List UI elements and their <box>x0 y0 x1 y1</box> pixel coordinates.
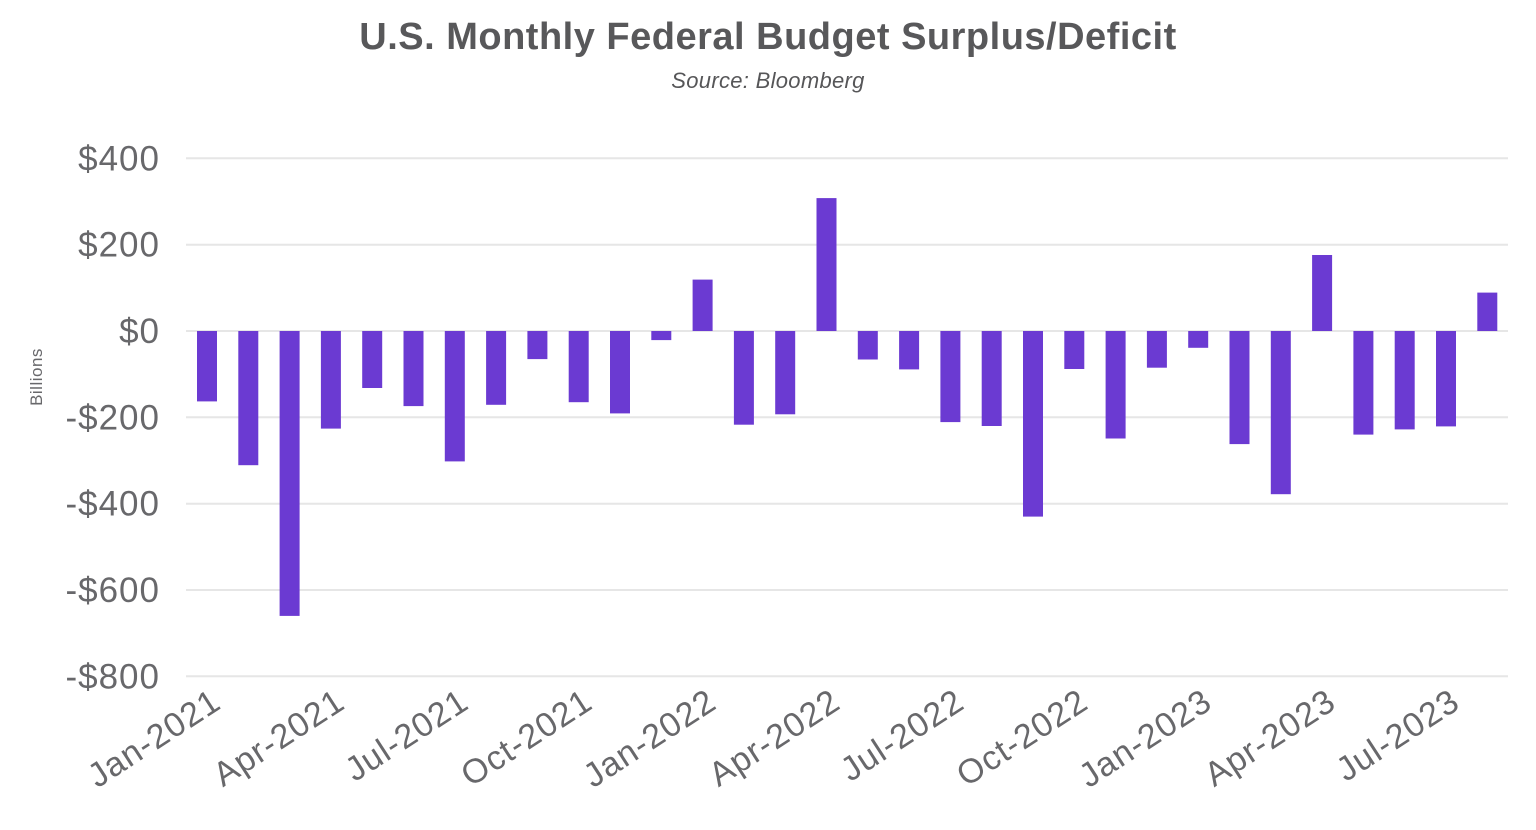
y-tick-label-$400: $400 <box>78 139 160 178</box>
chart-title: U.S. Monthly Federal Budget Surplus/Defi… <box>359 16 1177 58</box>
bar-Mar-2021 <box>279 331 300 616</box>
bar-Feb-2022 <box>733 331 754 425</box>
bar-May-2022 <box>857 331 878 360</box>
x-tick-label-Jan-2023: Jan-2023 <box>1072 682 1218 795</box>
bar-Feb-2023 <box>1229 331 1250 445</box>
bar-Dec-2022 <box>1146 331 1167 368</box>
bar-Nov-2021 <box>610 331 630 414</box>
bar-Nov-2022 <box>1105 331 1126 439</box>
bar-Jan-2022 <box>692 279 713 331</box>
bar-Aug-2022 <box>981 331 1002 426</box>
y-tick-label--$400: -$400 <box>65 485 160 524</box>
bar-May-2023 <box>1353 331 1374 435</box>
x-tick-label-Jan-2021: Jan-2021 <box>81 682 227 795</box>
x-tick-label-Jul-2021: Jul-2021 <box>338 682 475 789</box>
bar-Jan-2021 <box>197 331 217 402</box>
chart-subtitle: Source: Bloomberg <box>671 68 865 93</box>
y-tick-label--$800: -$800 <box>65 657 160 696</box>
bar-Sep-2022 <box>1023 331 1043 517</box>
x-tick-label-Jan-2022: Jan-2022 <box>577 682 723 795</box>
bar-Apr-2021 <box>320 331 341 429</box>
x-tick-label-Jul-2023: Jul-2023 <box>1330 682 1467 789</box>
bar-May-2021 <box>362 331 383 388</box>
bar-Apr-2023 <box>1312 255 1333 331</box>
x-tick-label-Oct-2022: Oct-2022 <box>950 682 1095 794</box>
bar-Oct-2022 <box>1064 331 1085 369</box>
bar-Jun-2021 <box>403 331 424 407</box>
bar-Mar-2023 <box>1270 331 1291 495</box>
x-tick-label-Apr-2023: Apr-2023 <box>1198 682 1343 794</box>
bar-Dec-2021 <box>651 331 672 341</box>
bar-Jul-2023 <box>1436 331 1456 427</box>
x-tick-label-Apr-2021: Apr-2021 <box>207 682 352 794</box>
bar-Jun-2022 <box>899 331 920 370</box>
bar-Aug-2021 <box>486 331 507 405</box>
bar-Feb-2021 <box>238 331 259 466</box>
x-tick-label-Jul-2022: Jul-2022 <box>834 682 971 789</box>
x-tick-label-Oct-2021: Oct-2021 <box>454 682 599 794</box>
y-tick-label-$0: $0 <box>119 312 160 351</box>
bar-Jul-2021 <box>444 331 465 462</box>
bar-Jul-2022 <box>940 331 961 423</box>
bar-Jan-2023 <box>1188 331 1209 348</box>
bar-Jun-2023 <box>1394 331 1415 430</box>
bar-Apr-2022 <box>816 198 837 331</box>
y-tick-label--$600: -$600 <box>65 571 160 610</box>
bar-Mar-2022 <box>775 331 796 415</box>
bar-Aug-2023 <box>1477 292 1498 331</box>
bar-Sep-2021 <box>527 331 548 360</box>
bar-Oct-2021 <box>568 331 589 403</box>
y-tick-label-$200: $200 <box>78 226 160 265</box>
y-tick-label--$200: -$200 <box>65 398 160 437</box>
x-tick-label-Apr-2022: Apr-2022 <box>702 682 847 794</box>
